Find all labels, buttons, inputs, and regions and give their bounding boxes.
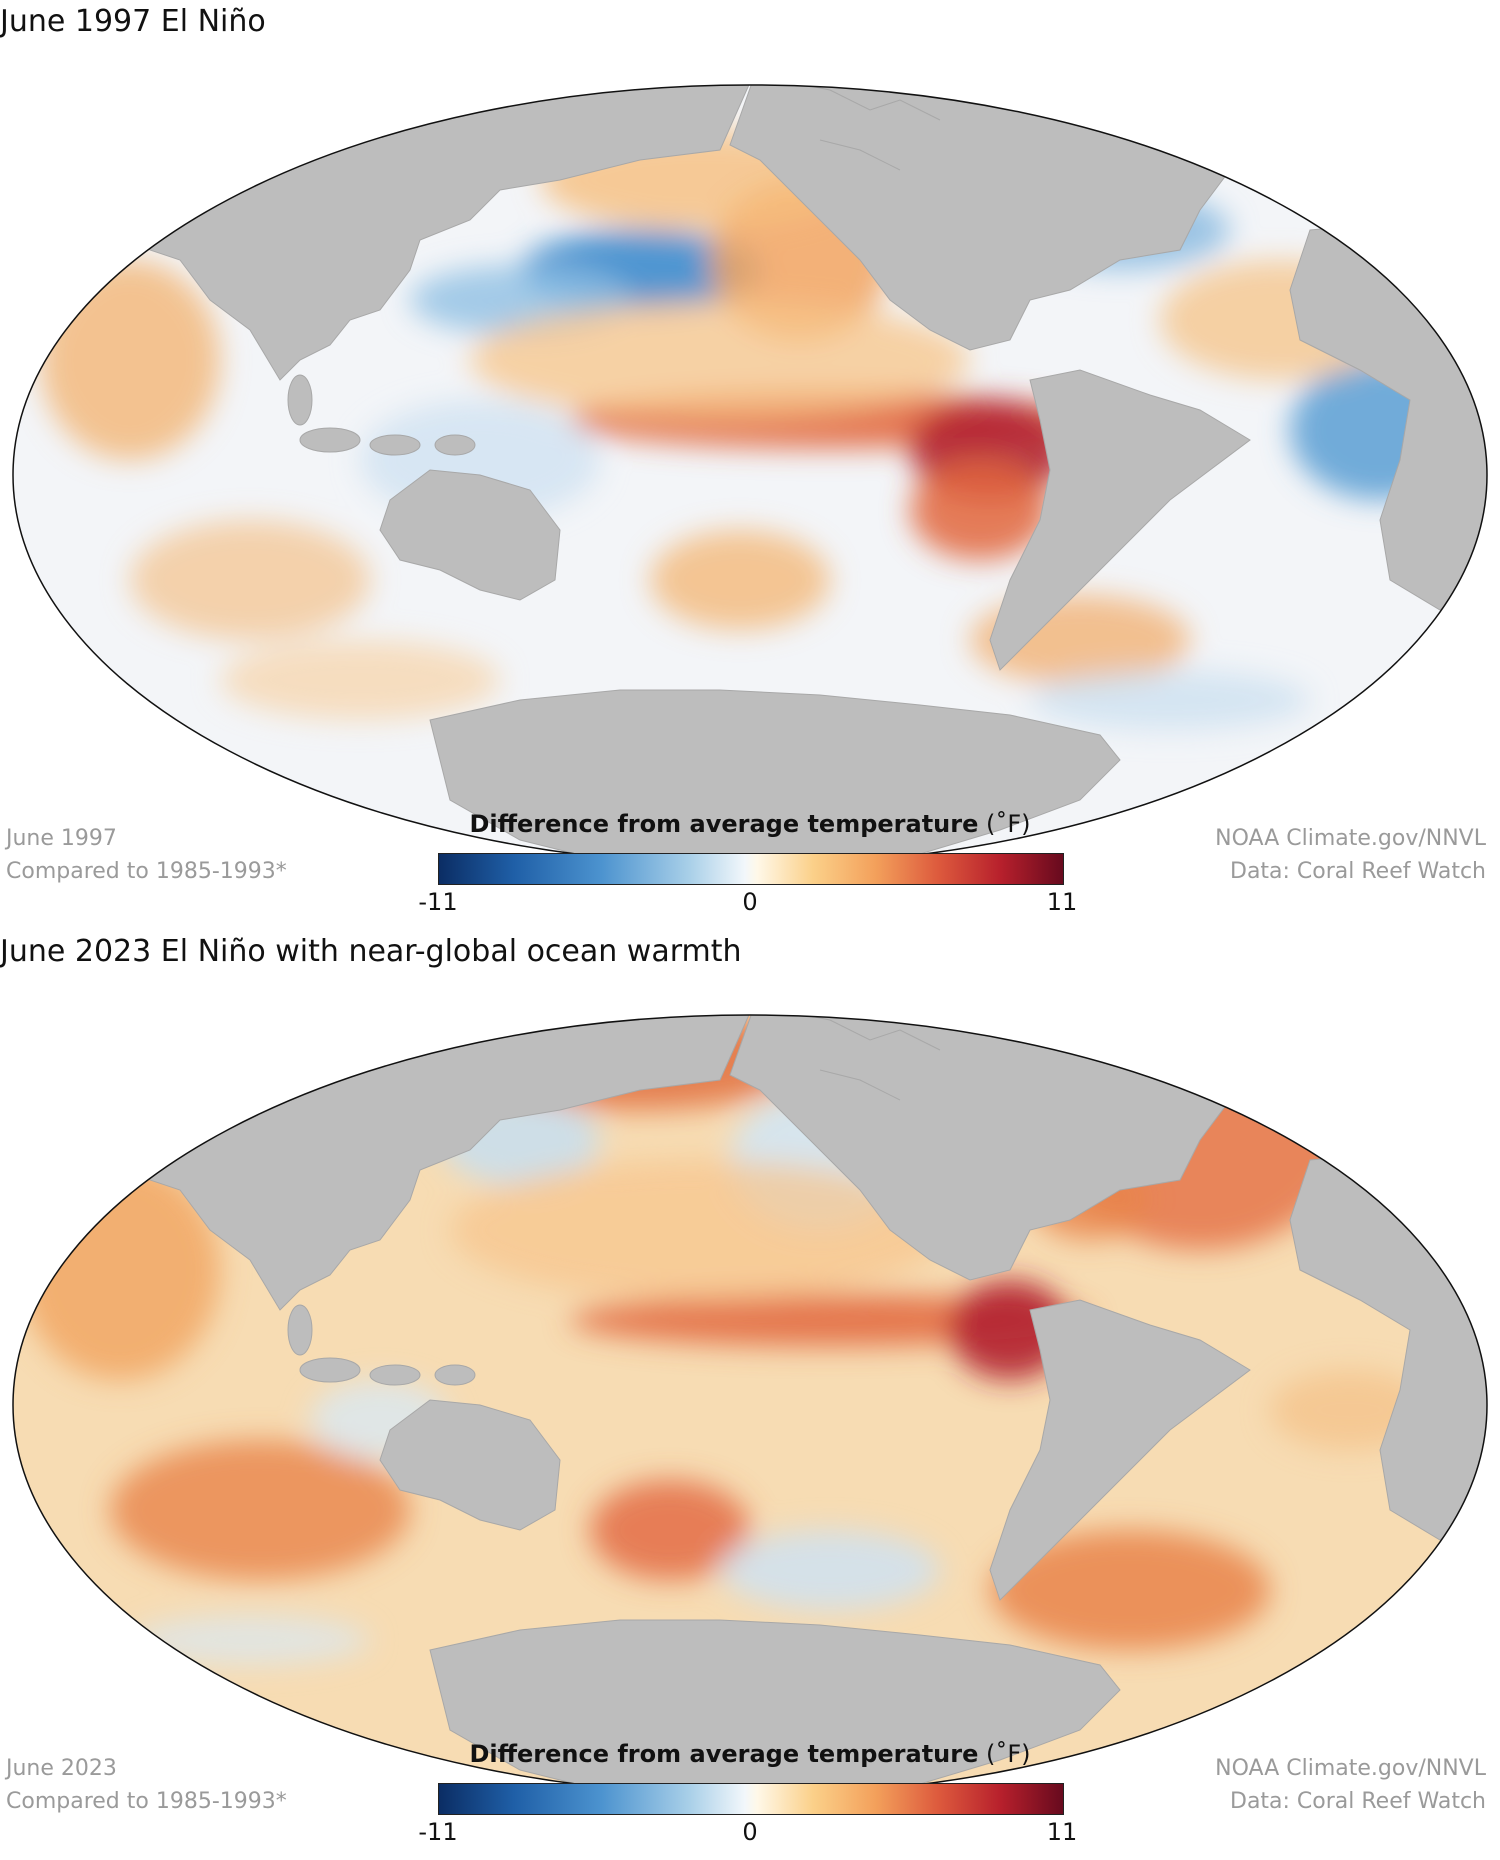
credit-info: NOAA Climate.gov/NNVL Data: Coral Reef W… xyxy=(1215,1752,1486,1818)
legend-title-text: Difference from average temperature xyxy=(469,1740,979,1768)
baseline-label: Compared to 1985-1993* xyxy=(6,1789,287,1814)
legend-tick-min: -11 xyxy=(418,888,458,916)
map-panel-1997: June 1997 El Niño June 1997 Compared to … xyxy=(0,4,1488,920)
map-2023 xyxy=(12,1014,1488,1796)
date-label: June 1997 xyxy=(6,826,117,851)
legend-colorbar xyxy=(438,853,1064,885)
date-info: June 2023 Compared to 1985-1993* xyxy=(6,1752,287,1818)
legend-tick-min: -11 xyxy=(418,1818,458,1846)
legend-colorbar xyxy=(438,1783,1064,1815)
credit-info: NOAA Climate.gov/NNVL Data: Coral Reef W… xyxy=(1215,822,1486,888)
legend-title-text: Difference from average temperature xyxy=(469,810,979,838)
color-legend: Difference from average temperature (˚F)… xyxy=(400,810,1100,920)
date-info: June 1997 Compared to 1985-1993* xyxy=(6,822,287,888)
legend-title: Difference from average temperature (˚F) xyxy=(400,1740,1100,1768)
panel-title: June 1997 El Niño xyxy=(0,4,266,39)
map-1997 xyxy=(12,84,1488,866)
credit-data: Data: Coral Reef Watch xyxy=(1230,859,1486,884)
legend-unit: (˚F) xyxy=(986,810,1031,838)
legend-unit: (˚F) xyxy=(986,1740,1031,1768)
color-legend: Difference from average temperature (˚F)… xyxy=(400,1740,1100,1850)
legend-tick-zero: 0 xyxy=(742,1818,758,1846)
legend-tick-max: 11 xyxy=(1046,888,1078,916)
map-panel-2023: June 2023 El Niño with near-global ocean… xyxy=(0,930,1500,1860)
credit-data: Data: Coral Reef Watch xyxy=(1230,1789,1486,1814)
legend-title: Difference from average temperature (˚F) xyxy=(400,810,1100,838)
credit-source: NOAA Climate.gov/NNVL xyxy=(1215,1756,1486,1781)
legend-tick-zero: 0 xyxy=(742,888,758,916)
legend-tick-max: 11 xyxy=(1046,1818,1078,1846)
panel-title: June 2023 El Niño with near-global ocean… xyxy=(0,934,742,969)
baseline-label: Compared to 1985-1993* xyxy=(6,859,287,884)
date-label: June 2023 xyxy=(6,1756,117,1781)
credit-source: NOAA Climate.gov/NNVL xyxy=(1215,826,1486,851)
